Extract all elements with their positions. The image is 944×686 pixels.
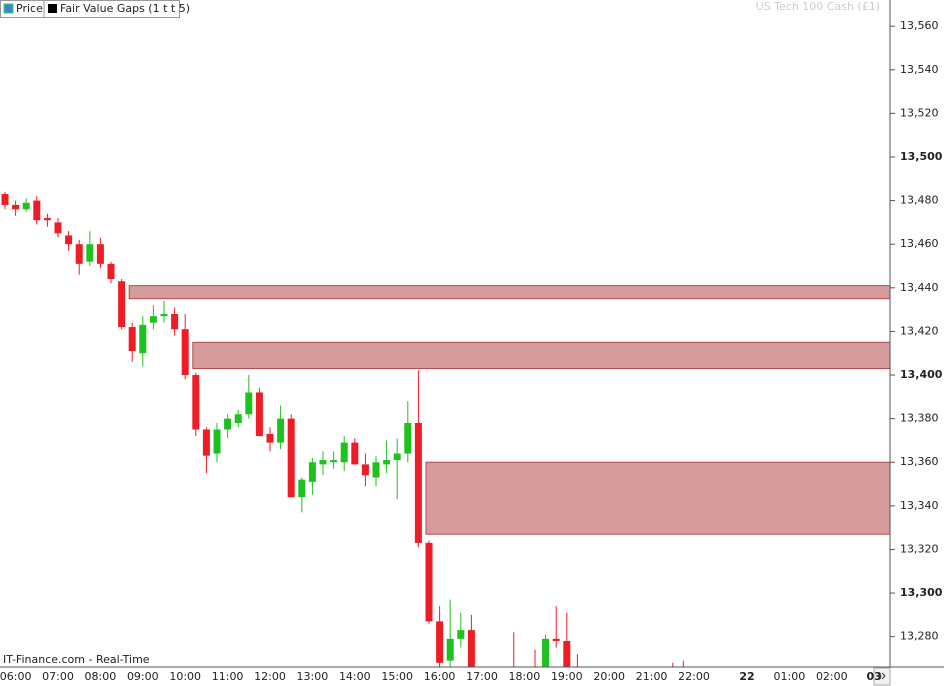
candle-body [308,462,316,482]
x-tick-label: 22 [739,670,754,683]
candle-body [245,392,253,415]
y-tick-label: 13,420 [900,324,939,337]
candle-body [266,433,274,443]
candle-body [255,392,263,437]
candle-body [86,244,94,262]
scroll-button[interactable] [873,667,891,686]
candle-body [340,442,348,463]
x-tick-label: 22:00 [678,670,710,683]
y-tick-label: 13,440 [900,281,939,294]
y-tick-label: 13,400 [900,368,943,381]
y-tick-label: 13,520 [900,106,939,119]
candle-body [457,630,465,639]
candle-body [107,263,115,280]
candle-body [372,462,380,478]
y-tick-label: 13,320 [900,542,939,555]
candle-body [277,418,285,443]
y-tick-label: 13,460 [900,237,939,250]
candle-body [552,638,560,642]
fvg-icon[interactable] [48,4,57,13]
candle-body [287,418,295,498]
candle-body [12,204,20,210]
legend-entry[interactable]: Fair Value Gaps (1 t t 5) [60,2,190,15]
instrument-watermark: US Tech 100 Cash (£1) [756,0,880,13]
candle-body [436,621,444,663]
y-tick-label: 13,560 [900,19,939,32]
x-tick-label: 20:00 [593,670,625,683]
y-tick-label: 13,340 [900,499,939,512]
candle-body [65,235,73,245]
candle-body [192,375,200,430]
legend-box [0,0,180,18]
candle-body [54,222,62,234]
legend: Price Fair Value Gaps (1 t t 5) [0,0,190,18]
candle-body [425,542,433,622]
y-tick-label: 13,540 [900,63,939,76]
candle-body [22,202,30,210]
x-tick-label: 14:00 [339,670,371,683]
fair-value-gap [128,285,890,300]
x-tick-label: 19:00 [551,670,583,683]
x-tick-label: 13:00 [297,670,329,683]
candle-body [96,244,104,264]
candle-body [393,453,401,461]
x-tick-label: 15:00 [381,670,413,683]
candle-body [224,418,232,430]
fair-value-gap [425,461,890,535]
x-tick-label: 17:00 [466,670,498,683]
candle-body [43,218,51,221]
x-tick-label: 16:00 [424,670,456,683]
x-tick-label: 10:00 [169,670,201,683]
candle-body [361,464,369,476]
candle-body [383,460,391,465]
candle-body [33,200,41,221]
candle-body [128,327,136,352]
y-tick-label: 13,280 [900,630,939,643]
candle-body [234,414,242,423]
scroll-icon[interactable] [877,672,886,680]
x-tick-label: 12:00 [254,670,286,683]
candle-body [160,313,168,317]
y-tick-label: 13,500 [900,150,943,163]
candle-body [149,316,157,323]
x-tick-label: 21:00 [636,670,668,683]
candle-body [213,429,221,454]
x-tick-label: 08:00 [85,670,117,683]
candle-body [542,638,550,667]
candle-body [414,422,422,543]
candle-body [202,429,210,456]
legend-entry[interactable]: Price [16,2,43,15]
candle-body [1,194,9,205]
x-tick-label: 18:00 [509,670,541,683]
candle-body [171,313,179,330]
scroll-button-box[interactable] [873,667,891,686]
x-tick-label: 07:00 [42,670,74,683]
candle-body [446,638,454,661]
candle-body [563,641,571,667]
x-tick-label: 11:00 [212,670,244,683]
candle-body [330,460,338,463]
y-tick-label: 13,360 [900,455,939,468]
candle-body [467,630,475,667]
x-tick-label: 02:00 [816,670,848,683]
x-tick-label: 03 [867,670,882,683]
y-tick-label: 13,300 [900,586,943,599]
candle-body [351,442,359,465]
x-tick-label: 09:00 [127,670,159,683]
x-tick-label: 06:00 [0,670,31,683]
price-icon[interactable] [3,3,14,14]
footer: IT-Finance.com - Real-Time [3,653,150,666]
candle-body [75,244,83,264]
x-tick-label: 01:00 [774,670,806,683]
y-tick-label: 13,480 [900,194,939,207]
y-tick-label: 13,380 [900,412,939,425]
candle-body [319,460,327,465]
candle-body [181,329,189,376]
candle-body [118,281,126,328]
candle-body [298,479,306,498]
candle-body [139,324,147,354]
candle-body [404,422,412,454]
fair-value-gap [192,341,890,369]
